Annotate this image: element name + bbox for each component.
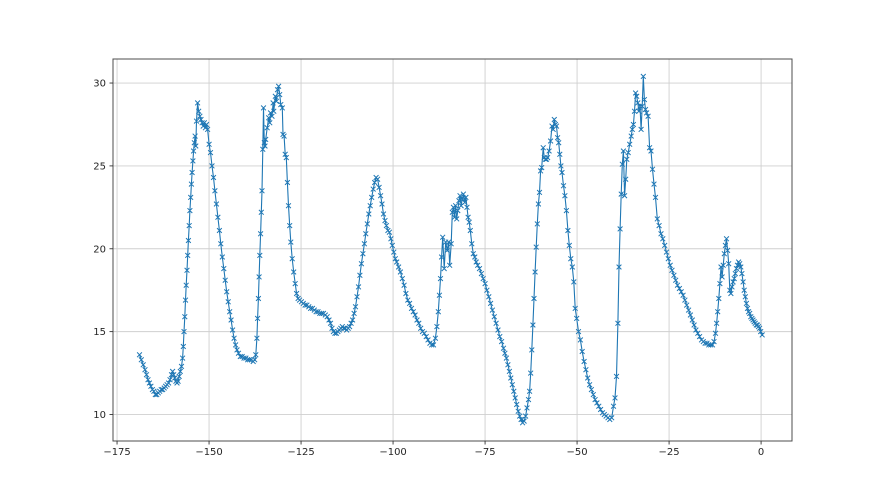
x-tick-label: −125 (287, 447, 314, 458)
grid-lines (113, 59, 792, 441)
x-tick-label: −175 (103, 447, 130, 458)
x-tick-label: 0 (758, 447, 764, 458)
x-tick-label: −100 (379, 447, 406, 458)
x-axis-ticks (116, 441, 762, 445)
y-tick-label: 10 (93, 410, 106, 421)
data-series-markers (136, 73, 765, 426)
y-tick-label: 20 (93, 244, 106, 255)
x-axis-labels: −175 −150 −125 −100 −75 −50 −25 0 (103, 447, 764, 458)
y-axis-ticks (109, 82, 113, 415)
y-axis-labels: 10 15 20 25 30 (93, 79, 106, 421)
plot-border (112, 58, 793, 442)
x-tick-label: −50 (567, 447, 588, 458)
y-tick-label: 25 (93, 161, 106, 172)
x-tick-label: −150 (195, 447, 222, 458)
y-tick-label: 30 (93, 79, 106, 90)
x-tick-label: −75 (475, 447, 496, 458)
x-tick-label: −25 (659, 447, 680, 458)
plot-background (113, 59, 792, 441)
y-tick-label: 15 (93, 327, 106, 338)
